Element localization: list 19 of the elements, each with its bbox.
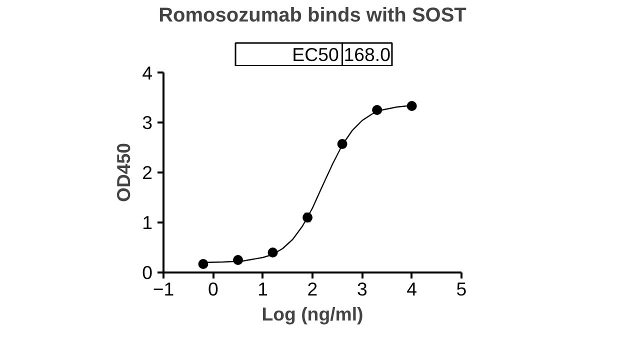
y-tick-label: 2 xyxy=(142,162,153,183)
x-tick-label: 0 xyxy=(208,278,218,300)
y-tick-label: 0 xyxy=(142,262,153,283)
y-axis-title: OD450 xyxy=(113,142,134,202)
text: 168.0 xyxy=(344,44,390,65)
chart-title: Romosozumab binds with SOST xyxy=(158,4,466,26)
y-tick-label: 4 xyxy=(142,62,153,84)
x-tick-label: 3 xyxy=(356,278,368,300)
text: EC50 xyxy=(292,44,339,65)
x-tick-label: 1 xyxy=(258,278,268,300)
x-tick-label: 4 xyxy=(406,278,418,300)
x-tick-label: 5 xyxy=(456,278,467,300)
x-tick-label: −1 xyxy=(152,278,174,300)
point xyxy=(406,101,417,111)
x-axis-title: Log (ng/ml) xyxy=(262,304,364,324)
y-tick-label: 1 xyxy=(142,212,153,233)
point xyxy=(198,259,208,269)
x-tick-label: 2 xyxy=(307,278,318,300)
y-tick-label: 3 xyxy=(142,112,153,133)
